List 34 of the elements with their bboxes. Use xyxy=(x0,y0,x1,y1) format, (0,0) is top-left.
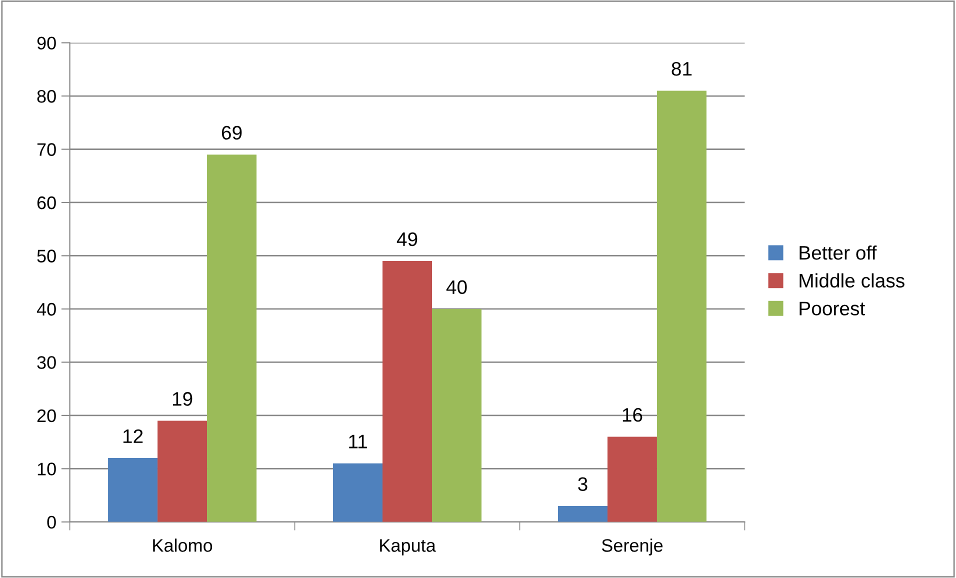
data-label: 11 xyxy=(349,434,367,448)
y-tick-label: 10 xyxy=(38,462,56,476)
data-label: 69 xyxy=(222,126,242,140)
bar xyxy=(432,308,482,522)
legend-label: Better off xyxy=(800,245,877,260)
legend-label: Poorest xyxy=(800,302,866,316)
data-label: 81 xyxy=(672,62,692,76)
bar xyxy=(333,463,383,522)
bar xyxy=(558,506,608,522)
data-label: 19 xyxy=(172,392,192,406)
y-tick-label: 20 xyxy=(37,409,56,422)
x-tick-label: Kaputa xyxy=(380,539,436,556)
data-label: 3 xyxy=(578,477,588,492)
y-tick-label: 70 xyxy=(37,143,56,156)
y-tick-label: 80 xyxy=(37,90,56,103)
y-tick-label: 90 xyxy=(37,36,56,50)
y-tick-label: 30 xyxy=(37,356,56,369)
y-tick-label: 60 xyxy=(37,196,56,210)
data-label: 12 xyxy=(123,429,143,443)
bar xyxy=(382,261,432,522)
y-tick-label: 50 xyxy=(37,250,56,262)
bar xyxy=(607,436,657,522)
bar xyxy=(656,90,706,522)
y-tick-label: 40 xyxy=(36,302,56,316)
bar xyxy=(207,154,257,522)
x-tick-label: Kalomo xyxy=(153,538,212,552)
legend-label: Middle class xyxy=(800,273,904,288)
y-tick-label: 0 xyxy=(47,516,56,529)
data-label: 16 xyxy=(622,408,642,422)
x-tick-label: Serenje xyxy=(602,538,663,556)
data-label: 40 xyxy=(446,280,467,294)
data-label: 49 xyxy=(396,232,418,246)
bar xyxy=(158,420,208,522)
bar xyxy=(108,458,158,522)
